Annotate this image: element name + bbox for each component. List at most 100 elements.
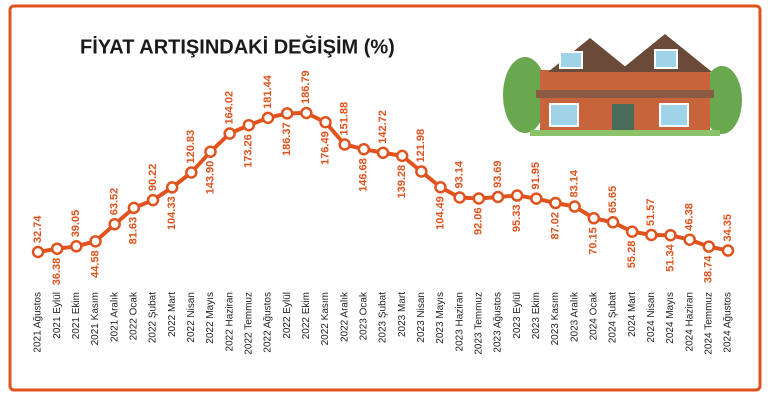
marker <box>127 201 141 215</box>
value-label: 104.49 <box>434 196 446 230</box>
x-tick-label: 2023 Ocak <box>358 291 369 340</box>
x-tick-label: 2023 Mayıs <box>435 292 446 344</box>
value-label: 91.95 <box>530 162 542 190</box>
value-label: 83.14 <box>569 169 581 197</box>
marker <box>376 146 390 160</box>
value-label: 181.44 <box>262 74 274 109</box>
value-label: 65.65 <box>607 186 619 214</box>
value-label: 93.14 <box>454 160 466 188</box>
marker <box>338 138 351 151</box>
marker <box>357 142 371 156</box>
x-tick-label: 2024 Nisan <box>646 292 657 343</box>
x-tick-label: 2024 Ağustos <box>723 292 734 353</box>
value-label: 32.74 <box>32 215 44 243</box>
marker <box>568 200 581 213</box>
x-tick-label: 2023 Haziran <box>454 292 465 351</box>
x-tick-label: 2021 Ağustos <box>33 292 44 353</box>
value-label: 176.49 <box>319 131 331 165</box>
x-tick-label: 2023 Kasım <box>550 292 561 345</box>
x-tick-label: 2022 Mayıs <box>205 292 216 344</box>
value-label: 104.33 <box>166 196 178 230</box>
value-label: 51.34 <box>664 243 676 271</box>
x-tick-label: 2023 Nisan <box>416 292 427 343</box>
marker <box>645 228 658 242</box>
x-tick-label: 2021 Ekim <box>71 292 82 339</box>
x-tick-label: 2022 Temmuz <box>243 292 254 355</box>
value-label: 139.28 <box>396 165 408 199</box>
x-tick-label: 2022 Ekim <box>301 292 312 339</box>
value-label: 38.74 <box>703 255 715 283</box>
value-label: 51.57 <box>645 198 657 226</box>
marker <box>89 235 102 248</box>
x-tick-label: 2021 Eylül <box>52 292 63 339</box>
marker <box>530 192 543 205</box>
marker <box>319 116 332 129</box>
marker <box>204 145 217 158</box>
marker <box>491 190 505 204</box>
x-tick-label: 2024 Haziran <box>684 292 695 351</box>
marker <box>434 181 447 194</box>
house-illustration <box>503 34 742 136</box>
value-label: 34.35 <box>722 214 734 242</box>
x-tick-label: 2023 Temmuz <box>473 292 484 355</box>
value-label: 63.52 <box>109 188 121 216</box>
marker <box>300 106 313 120</box>
marker <box>510 189 524 202</box>
value-label: 143.90 <box>204 161 216 195</box>
value-label: 39.05 <box>70 210 82 238</box>
marker <box>31 245 45 259</box>
marker <box>242 118 256 132</box>
value-label: 173.26 <box>243 134 255 168</box>
marker <box>261 111 275 125</box>
x-tick-label: 2023 Aralık <box>569 291 580 342</box>
x-tick-label: 2023 Eylül <box>512 292 523 339</box>
marker <box>625 225 639 238</box>
x-tick-label: 2022 Ağustos <box>263 292 274 353</box>
marker <box>683 233 696 246</box>
marker <box>185 166 198 179</box>
x-tick-label: 2022 Nisan <box>186 292 197 343</box>
marker <box>721 244 735 257</box>
marker <box>702 240 716 253</box>
marker <box>50 242 64 255</box>
x-tick-label: 2022 Şubat <box>148 292 159 343</box>
x-tick-label: 2024 Temmuz <box>703 292 714 355</box>
marker <box>223 127 236 140</box>
value-label: 92.06 <box>473 207 485 235</box>
value-label: 146.68 <box>358 158 370 192</box>
value-label: 81.63 <box>128 217 140 245</box>
marker <box>165 181 179 194</box>
value-label: 95.33 <box>511 205 523 233</box>
marker <box>108 217 121 231</box>
value-label: 90.22 <box>147 164 159 192</box>
x-tick-label: 2023 Ekim <box>531 292 542 339</box>
value-label: 164.02 <box>224 91 236 125</box>
x-tick-label: 2021 Aralık <box>109 291 120 342</box>
marker <box>453 191 466 204</box>
x-tick-label: 2024 Mayıs <box>665 292 676 344</box>
x-tick-label: 2022 Eylül <box>282 292 293 339</box>
marker <box>472 192 486 205</box>
value-label: 142.72 <box>377 110 389 144</box>
x-tick-label: 2022 Kasım <box>320 292 331 345</box>
x-tick-label: 2024 Ocak <box>588 291 599 340</box>
value-label: 186.79 <box>300 70 312 104</box>
marker <box>146 193 160 207</box>
chart-title: FİYAT ARTIŞINDAKİ DEĞİŞİM (%) <box>80 34 395 58</box>
value-label: 87.02 <box>549 212 561 240</box>
marker <box>395 149 409 163</box>
value-label: 36.38 <box>51 258 63 286</box>
value-label: 93.69 <box>492 160 504 188</box>
x-tick-label: 2022 Haziran <box>224 292 235 351</box>
value-label: 151.88 <box>339 102 351 136</box>
value-label: 55.28 <box>626 241 638 269</box>
x-tick-label: 2023 Mart <box>397 292 408 337</box>
marker <box>606 216 620 229</box>
x-tick-label: 2022 Mart <box>167 292 178 337</box>
marker <box>664 228 677 242</box>
marker <box>587 211 601 225</box>
x-tick-label: 2022 Aralık <box>339 291 350 342</box>
x-tick-label: 2024 Şubat <box>608 292 619 343</box>
marker <box>549 196 562 210</box>
